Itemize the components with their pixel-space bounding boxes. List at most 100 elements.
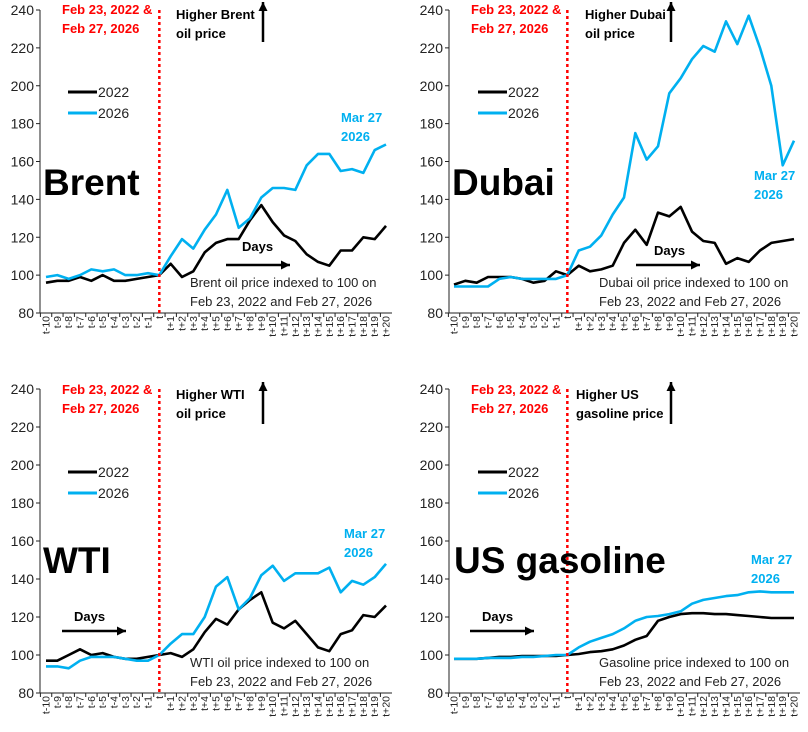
- x-tick-label: t-9: [460, 316, 472, 328]
- y-tick-label: 200: [420, 457, 444, 473]
- x-tick-label: t-9: [460, 696, 472, 708]
- x-tick-label: t+2: [585, 696, 597, 711]
- x-tick-label: t: [154, 316, 166, 319]
- x-tick-label: t-8: [63, 316, 75, 328]
- x-tick-label: t-1: [551, 696, 563, 708]
- x-tick-label: t+4: [607, 316, 619, 331]
- event-date-label: Feb 27, 2026: [471, 21, 548, 36]
- days-label: Days: [482, 609, 513, 624]
- x-tick-label: t-10: [449, 696, 461, 714]
- event-date-label: Feb 23, 2022 &: [471, 2, 561, 17]
- series-line-2022: [46, 590, 387, 663]
- y-tick-label: 180: [11, 116, 35, 132]
- x-tick-label: t+12: [698, 316, 710, 337]
- x-tick-label: t+16: [335, 316, 347, 337]
- x-tick-label: t+3: [596, 316, 608, 331]
- x-tick-label: t-3: [120, 696, 132, 708]
- series-line-2026: [454, 590, 794, 661]
- legend-label-2026: 2026: [98, 485, 129, 501]
- x-tick-label: t-4: [109, 316, 121, 328]
- x-tick-label: t+12: [698, 696, 710, 717]
- x-tick-label: t-5: [505, 696, 517, 708]
- event-date-label: Feb 23, 2022 &: [471, 382, 561, 397]
- y-tick-label: 140: [11, 191, 35, 207]
- y-tick-label: 200: [11, 457, 35, 473]
- y-tick-label: 140: [420, 191, 444, 207]
- y-tick-label: 240: [11, 381, 35, 397]
- x-tick-label: t+16: [335, 696, 347, 717]
- higher-price-label: Higher Brent: [176, 7, 255, 22]
- event-date-label: Feb 23, 2022 &: [62, 382, 152, 397]
- y-tick-label: 220: [420, 419, 444, 435]
- x-tick-label: t+19: [777, 696, 789, 717]
- index-note: Feb 23, 2022 and Feb 27, 2026: [599, 674, 781, 689]
- up-arrow-icon-head: [258, 2, 268, 11]
- x-tick-label: t+20: [381, 696, 393, 717]
- legend-label-2026: 2026: [508, 105, 539, 121]
- x-tick-label: t+5: [619, 316, 631, 331]
- x-tick-label: t-4: [109, 696, 121, 708]
- y-tick-label: 180: [420, 495, 444, 511]
- y-tick-label: 220: [420, 40, 444, 56]
- right-arrow-icon-head: [281, 260, 290, 270]
- x-tick-label: t+13: [709, 696, 721, 717]
- x-tick-label: t+13: [301, 316, 313, 337]
- x-tick-label: t+8: [245, 316, 257, 331]
- x-tick-label: t+15: [324, 696, 336, 717]
- y-tick-label: 100: [11, 267, 35, 283]
- x-tick-label: t+18: [766, 316, 778, 337]
- x-tick-label: t+19: [777, 316, 789, 337]
- x-tick-label: t+4: [199, 316, 211, 331]
- x-tick-label: t+17: [755, 696, 767, 717]
- x-tick-label: t-6: [494, 696, 506, 708]
- x-tick-label: t+18: [358, 316, 370, 337]
- x-tick-label: t+9: [664, 316, 676, 331]
- x-tick-label: t+1: [573, 316, 585, 331]
- y-tick-label: 240: [11, 2, 35, 18]
- x-tick-label: t+18: [358, 696, 370, 717]
- higher-price-label: oil price: [176, 26, 226, 41]
- higher-price-label: oil price: [176, 406, 226, 421]
- x-tick-label: t+15: [732, 696, 744, 717]
- legend-label-2022: 2022: [508, 464, 539, 480]
- x-tick-label: t+20: [789, 316, 801, 337]
- panel-title: Dubai: [452, 162, 555, 203]
- x-tick-label: t+9: [664, 696, 676, 711]
- x-tick-label: t-9: [52, 316, 64, 328]
- index-note: Feb 23, 2022 and Feb 27, 2026: [599, 294, 781, 309]
- x-tick-label: t-3: [120, 316, 132, 328]
- y-tick-label: 100: [420, 267, 444, 283]
- x-tick-label: t+10: [675, 316, 687, 337]
- x-tick-label: t+14: [721, 316, 733, 337]
- x-tick-label: t+11: [279, 696, 291, 716]
- y-tick-label: 80: [18, 305, 34, 321]
- legend-label-2026: 2026: [98, 105, 129, 121]
- x-tick-label: t+1: [165, 316, 177, 331]
- x-tick-label: t+18: [766, 696, 778, 717]
- x-tick-label: t+5: [211, 696, 223, 711]
- y-tick-label: 140: [11, 571, 35, 587]
- x-tick-label: t+1: [165, 696, 177, 711]
- y-tick-label: 180: [420, 116, 444, 132]
- x-tick-label: t-1: [143, 696, 155, 708]
- up-arrow-icon-head: [666, 382, 676, 391]
- higher-price-label: gasoline price: [576, 406, 663, 421]
- higher-price-label: oil price: [585, 26, 635, 41]
- x-tick-label: t+11: [687, 696, 699, 716]
- x-tick-label: t+2: [585, 316, 597, 331]
- end-date-label: 2026: [754, 187, 783, 202]
- x-tick-label: t-7: [75, 316, 87, 328]
- event-date-label: Feb 27, 2026: [471, 401, 548, 416]
- x-tick-label: t+8: [653, 696, 665, 711]
- panel-title: WTI: [43, 540, 111, 581]
- x-tick-label: t-8: [471, 316, 483, 328]
- x-tick-label: t-5: [505, 316, 517, 328]
- x-tick-label: t-2: [131, 316, 143, 328]
- x-tick-label: t+11: [279, 316, 291, 336]
- x-tick-label: t+11: [687, 316, 699, 336]
- x-tick-label: t-6: [86, 316, 98, 328]
- x-tick-label: t-10: [41, 316, 53, 334]
- y-tick-label: 160: [420, 533, 444, 549]
- x-tick-label: t-6: [86, 696, 98, 708]
